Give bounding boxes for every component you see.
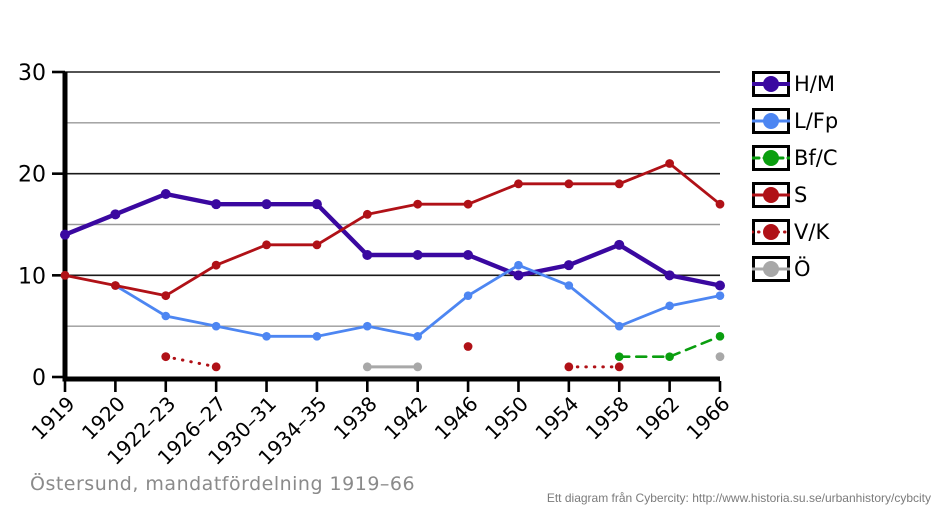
data-point-hm (412, 250, 423, 260)
series-line-hm (62, 191, 723, 288)
data-point-o (362, 362, 372, 372)
legend-item-o: Ö (752, 256, 838, 282)
chart-caption: Östersund, mandatfördelning 1919–66 (30, 473, 416, 495)
data-point-hm (664, 270, 675, 281)
y-tick-label: 20 (18, 163, 46, 188)
data-point-bfc (715, 332, 725, 341)
data-point-lfp (514, 260, 523, 270)
legend-swatch-hm (752, 71, 790, 97)
y-tick-label: 30 (18, 61, 46, 86)
data-point-lfp (665, 301, 674, 311)
x-tick-label: 1958 (581, 392, 634, 445)
legend-item-bfc: Bf/C (752, 145, 838, 171)
data-point-hm (261, 199, 272, 210)
legend-marker-dot (763, 224, 779, 240)
data-point-s (110, 281, 120, 290)
data-point-s (514, 179, 523, 189)
data-point-s (715, 199, 725, 209)
legend-swatch-bfc (752, 145, 790, 171)
legend-label-hm: H/M (794, 72, 835, 96)
attribution-text: Ett diagram från Cybercity: http://www.h… (546, 491, 931, 505)
data-point-s (211, 260, 221, 270)
data-point-hm (110, 209, 121, 220)
x-tick-label: 1946 (430, 392, 483, 445)
data-point-hm (311, 199, 322, 210)
data-point-lfp (262, 332, 271, 341)
legend-item-hm: H/M (752, 71, 838, 97)
data-point-s (312, 240, 322, 250)
data-point-o (715, 352, 725, 362)
data-point-lfp (413, 332, 422, 341)
y-tick-label: 0 (32, 366, 46, 391)
data-point-hm (715, 280, 725, 291)
x-tick-label: 1919 (27, 392, 80, 445)
legend-swatch-vk (752, 219, 790, 245)
legend-swatch-s (752, 182, 790, 208)
data-point-vk (161, 352, 171, 362)
data-point-hm (211, 199, 222, 210)
x-tick-label: 1962 (631, 392, 684, 445)
data-point-hm (160, 189, 171, 199)
legend-marker-dot (763, 150, 779, 166)
data-point-lfp (312, 332, 322, 341)
y-tick-label: 10 (18, 264, 46, 289)
series-line-vk (164, 355, 218, 369)
data-point-vk (614, 362, 624, 372)
x-tick-label: 1950 (480, 392, 533, 445)
data-point-hm (614, 239, 625, 250)
data-point-hm (60, 229, 70, 240)
legend-marker-dot (763, 113, 779, 129)
legend-item-vk: V/K (752, 219, 838, 245)
data-point-s (262, 240, 271, 250)
data-point-lfp (211, 321, 221, 331)
legend-label-o: Ö (794, 257, 811, 281)
data-point-bfc (614, 352, 624, 361)
data-point-bfc (665, 352, 674, 361)
chart-legend: H/M L/Fp Bf/C S V/K Ö (752, 71, 838, 293)
x-tick-label: 1942 (379, 392, 432, 445)
data-point-s (564, 179, 574, 189)
data-point-lfp (564, 281, 574, 290)
data-point-s (362, 209, 372, 219)
data-point-vk (211, 362, 221, 372)
legend-item-s: S (752, 182, 838, 208)
legend-marker-dot (763, 261, 779, 277)
legend-marker-dot (763, 187, 779, 203)
data-point-s (60, 270, 70, 280)
data-point-o (413, 362, 423, 372)
data-point-s (161, 291, 171, 301)
series-line-s (63, 161, 722, 298)
legend-label-vk: V/K (794, 220, 830, 244)
data-point-hm (513, 270, 524, 281)
data-point-hm (463, 250, 474, 260)
data-point-lfp (614, 321, 624, 331)
x-tick-label: 1954 (530, 392, 583, 445)
data-point-lfp (715, 291, 725, 300)
data-point-lfp (363, 321, 372, 331)
data-point-lfp (463, 291, 473, 300)
data-point-vk (564, 362, 574, 372)
data-point-s (614, 179, 624, 189)
legend-swatch-o (752, 256, 790, 282)
legend-label-s: S (794, 183, 808, 207)
data-point-s (413, 199, 423, 209)
data-point-s (463, 199, 473, 209)
x-tick-label: 1938 (329, 392, 382, 445)
data-point-vk (463, 342, 473, 351)
legend-item-lfp: L/Fp (752, 108, 838, 134)
legend-label-lfp: L/Fp (794, 109, 839, 133)
data-point-hm (563, 260, 574, 271)
legend-swatch-lfp (752, 108, 790, 134)
data-point-hm (362, 250, 373, 260)
legend-marker-dot (763, 76, 779, 92)
data-point-s (665, 159, 675, 168)
x-tick-label: 1966 (682, 392, 735, 445)
data-point-lfp (161, 311, 171, 321)
legend-label-bfc: Bf/C (794, 146, 838, 170)
